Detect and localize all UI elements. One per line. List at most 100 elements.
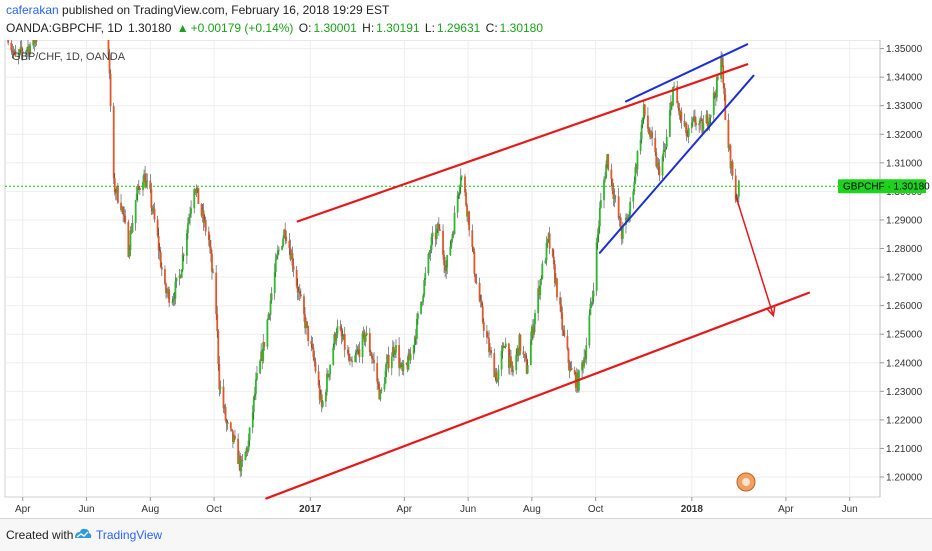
drawings[interactable] <box>265 43 811 500</box>
candle-body <box>736 196 739 198</box>
candle-body <box>551 248 554 257</box>
candle-body <box>497 369 500 380</box>
candle-body <box>142 181 144 191</box>
candle-body <box>590 301 593 304</box>
candle-body <box>553 264 556 284</box>
candle-body <box>291 252 294 266</box>
candle-body <box>157 236 160 251</box>
candle-body <box>737 180 740 197</box>
candle-body <box>720 57 722 79</box>
candle-body <box>435 228 438 240</box>
candle-body <box>474 273 477 283</box>
candle-body <box>310 341 313 344</box>
candle-body <box>14 50 17 57</box>
candle-body <box>487 337 489 339</box>
plot-area <box>4 40 881 498</box>
candle-body <box>605 164 608 179</box>
candle-body <box>406 363 409 370</box>
candle-body <box>178 275 181 278</box>
publish-line: caferakan published on TradingView.com, … <box>6 3 389 17</box>
candle-body <box>680 111 683 121</box>
publish-text: published on TradingView.com, February 1… <box>62 3 390 17</box>
candle-body <box>348 353 350 361</box>
candle-body <box>357 349 360 351</box>
candle-body <box>159 252 162 268</box>
high-label: H: <box>362 21 375 35</box>
candle-body <box>501 345 504 351</box>
candle-body <box>212 271 214 273</box>
candle-body <box>510 356 512 362</box>
candle-body <box>298 291 301 295</box>
candle-body <box>346 349 349 354</box>
candle-body <box>107 40 110 55</box>
candle-body <box>25 51 27 54</box>
candle-body <box>10 42 13 51</box>
y-tick-label: 1.23000 <box>886 387 923 398</box>
candle-body <box>683 120 686 127</box>
candle-body <box>17 53 20 57</box>
candle-body <box>230 428 233 431</box>
candle-body <box>204 220 207 232</box>
author-link[interactable]: caferakan <box>6 3 59 17</box>
candle-body <box>650 131 652 138</box>
candle-body <box>253 393 256 397</box>
candle-body <box>114 192 117 194</box>
candle-body <box>694 116 696 123</box>
candle-body <box>273 271 276 294</box>
candle-body <box>431 232 434 237</box>
candle-body <box>676 86 679 104</box>
candle-body <box>456 195 459 213</box>
candle-body <box>267 314 270 320</box>
time-axis[interactable]: Apr Jun Aug Oct 2017 Apr Jun Aug Oct 2018 Apr Jun <box>15 497 858 515</box>
candle-body <box>305 321 307 329</box>
candle-body <box>378 383 381 400</box>
y-tick-label: 1.27000 <box>886 273 923 284</box>
candle-body <box>259 360 261 374</box>
tradingview-logo-icon[interactable] <box>73 526 93 542</box>
candle-body <box>621 225 624 239</box>
candle-body <box>129 230 132 251</box>
candle-body <box>504 343 507 348</box>
candle-body <box>417 313 419 319</box>
chart-header: caferakan published on TradingView.com, … <box>0 0 932 40</box>
candle-body <box>518 334 521 356</box>
wedge-lower-line <box>598 74 755 254</box>
candle-body <box>511 361 513 373</box>
candle-body <box>661 156 664 176</box>
candle-body <box>629 201 632 215</box>
candle-body <box>28 46 30 55</box>
candle-body <box>246 448 249 451</box>
candle-body <box>268 314 271 315</box>
last-price: 1.30180 <box>128 21 172 35</box>
candle-body <box>522 351 525 355</box>
candle-body <box>127 221 130 257</box>
tradingview-brand-link[interactable]: TradingView <box>96 528 163 542</box>
candle-body <box>595 242 598 291</box>
y-tick-label: 1.28000 <box>886 244 923 255</box>
x-tick-label: Apr <box>397 504 413 515</box>
candle-body <box>409 354 412 361</box>
candle-body <box>685 123 688 137</box>
candle-body <box>307 325 310 342</box>
candle-body <box>490 350 493 354</box>
candle-body <box>679 111 682 116</box>
candle-body <box>33 40 36 44</box>
price-chart[interactable]: 1.350001.340001.330001.320001.310001.300… <box>0 40 932 518</box>
candle-body <box>405 363 408 365</box>
candle-body <box>108 54 111 74</box>
candle-body <box>304 314 306 329</box>
price-axis[interactable]: 1.350001.340001.330001.320001.310001.300… <box>880 44 923 484</box>
candle-body <box>384 370 387 384</box>
y-tick-label: 1.21000 <box>886 444 923 455</box>
candle-body <box>362 331 365 334</box>
candle-body <box>401 363 404 371</box>
candle-body <box>481 306 484 322</box>
y-tick-label: 1.26000 <box>886 301 923 312</box>
candle-body <box>639 139 642 152</box>
candle-body <box>569 367 572 371</box>
candle-body <box>244 452 247 461</box>
candle-body <box>297 291 300 293</box>
candle-body <box>665 136 668 148</box>
candle-body <box>351 360 353 362</box>
candle-body <box>546 239 549 243</box>
